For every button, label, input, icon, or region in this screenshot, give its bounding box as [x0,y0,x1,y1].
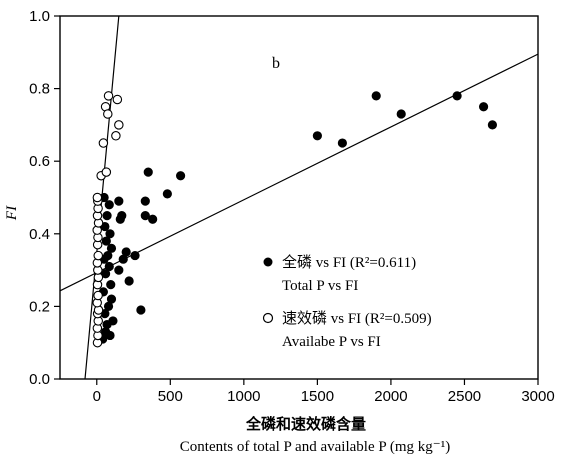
point-total-p [176,171,186,181]
point-available-p [101,167,112,177]
point-total-p [140,211,150,221]
point-total-p [478,102,489,112]
x-tick-label: 2000 [374,388,407,405]
point-total-p [140,196,150,206]
y-tick-label: 0.4 [29,226,50,243]
y-axis-title: FI [4,205,20,221]
point-total-p [104,261,114,272]
legend-label-total-p-cn: 全磷 vs FI (R²=0.611) [282,253,416,271]
point-total-p [143,167,153,177]
x-tick-label: 1000 [227,388,260,405]
legend-label-available-p-en: Availabe P vs FI [282,334,381,350]
x-axis-title-en: Contents of total P and available P (mg … [180,439,450,455]
point-total-p [106,243,117,253]
point-total-p [103,250,113,261]
point-total-p [102,211,112,221]
point-available-p [111,131,121,141]
y-tick-label: 1.0 [29,8,50,25]
x-tick-label: 3000 [521,388,554,405]
legend-marker-total-p [263,257,273,267]
panel-label: b [272,55,280,72]
point-total-p [337,138,347,148]
point-total-p [117,211,127,221]
y-tick-label: 0.2 [29,298,50,315]
point-total-p [106,294,117,304]
legend-marker-available-p [262,312,274,324]
point-total-p [105,330,115,341]
point-total-p [130,250,140,261]
point-total-p [396,109,406,119]
point-total-p [487,120,498,130]
point-total-p [312,131,322,141]
point-total-p [121,247,131,257]
point-total-p [148,214,158,224]
point-available-p [92,192,103,203]
legend: 全磷 vs FI (R²=0.611) Total P vs FI 速效磷 vs… [262,253,432,350]
point-total-p [101,236,111,246]
point-total-p [452,91,462,101]
point-total-p [114,265,124,275]
x-tick-label: 500 [158,388,183,405]
x-axis-title-cn: 全磷和速效磷含量 [245,415,366,433]
x-tick-label: 1500 [301,388,334,405]
point-available-p [114,120,124,130]
x-tick-label: 0 [93,388,101,405]
legend-label-available-p-cn: 速效磷 vs FI (R²=0.509) [282,310,432,327]
point-total-p [114,196,124,206]
point-available-p [93,250,103,261]
point-available-p [93,290,103,301]
x-tick-label: 2500 [448,388,481,405]
y-tick-label: 0.0 [29,371,50,388]
point-available-p [103,109,113,119]
point-available-p [98,138,109,148]
plot-frame [59,15,539,380]
point-total-p [104,200,114,210]
point-total-p [102,319,112,330]
point-total-p [124,276,134,286]
legend-label-total-p-en: Total P vs FI [282,278,358,294]
y-tick-label: 0.6 [29,153,50,170]
point-total-p [162,189,172,199]
point-total-p [105,229,115,239]
y-tick-label: 0.8 [29,81,50,98]
point-available-p [103,91,114,101]
point-available-p [112,94,123,105]
point-total-p [106,280,116,290]
point-total-p [136,305,146,315]
point-total-p [371,91,381,101]
